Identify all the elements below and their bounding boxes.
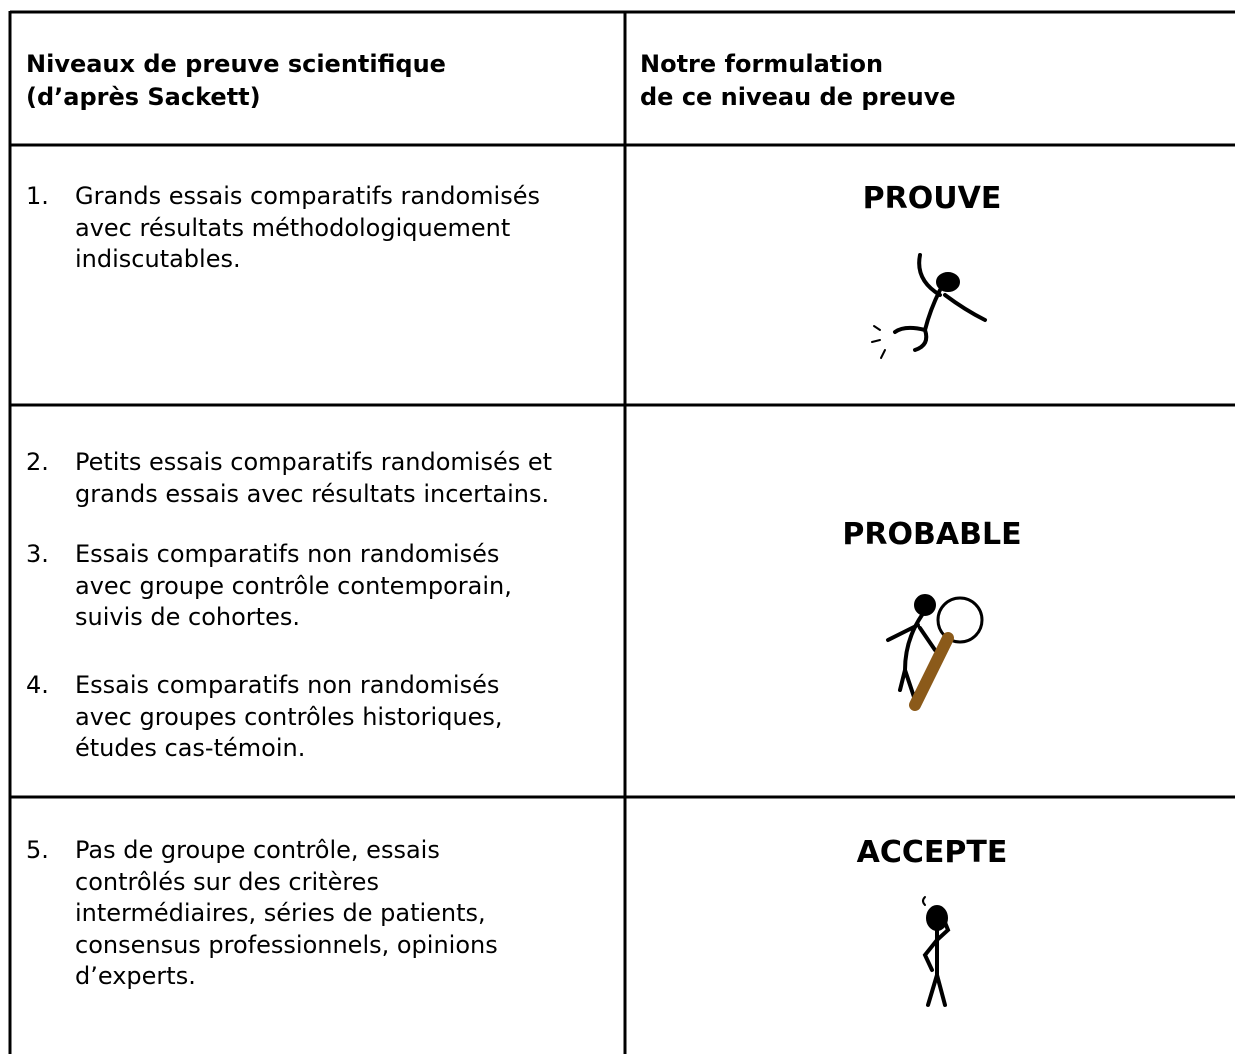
item-text: Pas de groupe contrôle, essais	[75, 836, 440, 864]
item-text: études cas-témoin.	[75, 734, 306, 762]
item-text: contrôlés sur des critères	[75, 867, 379, 896]
item-text: Essais comparatifs non randomisés	[75, 540, 500, 568]
item-text: consensus professionnels, opinions	[75, 930, 498, 959]
header-text: Niveaux de preuve scientifique	[26, 50, 446, 78]
item-text: d’experts.	[75, 962, 196, 990]
level-label: PROUVE	[862, 181, 1002, 216]
item-number: 5.	[26, 836, 49, 864]
level-label: ACCEPTE	[856, 835, 1008, 870]
header-text: (d’après Sackett)	[26, 83, 261, 111]
item-text: avec groupes contrôles historiques,	[75, 702, 503, 731]
item-text: indiscutables.	[75, 245, 241, 273]
item-text: Grands essais comparatifs randomisés	[75, 182, 540, 210]
item-number: 3.	[26, 540, 49, 568]
borders	[8, 10, 1235, 1054]
header-text: Notre formulation	[640, 50, 884, 78]
icon-jumping-figure	[871, 253, 987, 359]
icon-magnifier-figure	[886, 594, 984, 711]
item-text: Essais comparatifs non randomisés	[75, 671, 500, 699]
item-text: avec résultats méthodologiquement	[75, 213, 511, 242]
item-text: grands essais avec résultats incertains.	[75, 479, 550, 508]
level-label: PROBABLE	[842, 517, 1022, 552]
item-number: 1.	[26, 182, 49, 210]
item-text: avec groupe contrôle contemporain,	[75, 571, 512, 600]
item-text: suivis de cohortes.	[75, 603, 300, 631]
item-number: 2.	[26, 448, 49, 476]
header-text: de ce niveau de preuve	[640, 83, 956, 111]
item-number: 4.	[26, 671, 49, 699]
icon-thinking-figure	[922, 896, 951, 1007]
item-text: Petits essais comparatifs randomisés et	[75, 448, 553, 476]
item-text: intermédiaires, séries de patients,	[75, 899, 486, 927]
